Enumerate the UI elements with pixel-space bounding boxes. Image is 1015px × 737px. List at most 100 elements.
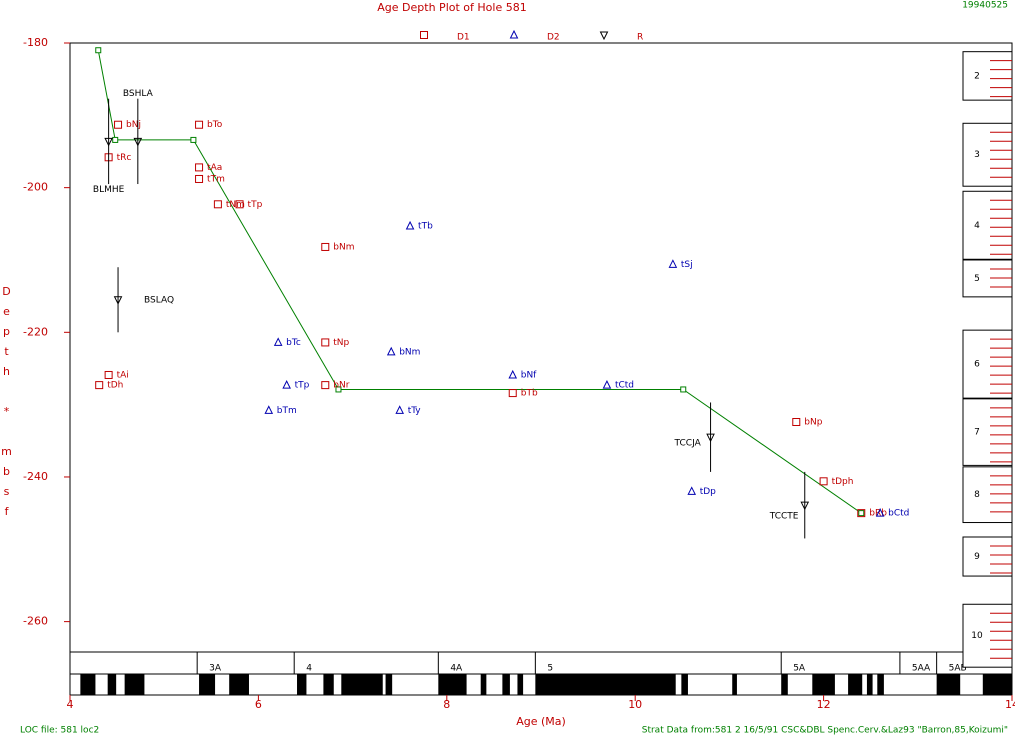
polarity-block (438, 674, 467, 695)
datum-label: tDh (107, 381, 123, 391)
polarity-block (848, 674, 863, 695)
legend-marker (420, 31, 428, 39)
datum-label: bNp (804, 417, 822, 427)
datum-label: bNj (126, 120, 141, 130)
core-label: 4 (974, 221, 980, 231)
datum-marker (602, 379, 612, 389)
polarity-block (124, 674, 145, 695)
x-tick-label: 6 (255, 698, 262, 711)
datum-marker (213, 200, 222, 209)
datum-label: TCCTE (769, 512, 799, 522)
datum-marker (508, 369, 518, 379)
polarity-block (681, 674, 688, 695)
core-box (962, 536, 1013, 577)
core-box (962, 122, 1013, 187)
legend-label: D2 (547, 33, 560, 43)
datum-marker (819, 477, 828, 486)
line-vertex (680, 386, 687, 393)
plot-frame (69, 42, 1013, 696)
datum-label: BSHLA (123, 89, 154, 99)
core-label: 7 (974, 428, 980, 438)
core-box (962, 603, 1013, 668)
core-box (962, 398, 1013, 466)
datum-marker (133, 137, 143, 147)
datum-label: bNm (333, 242, 354, 252)
datum-marker (668, 259, 678, 268)
x-axis-label: Age (Ma) (516, 715, 566, 728)
x-tick-label: 10 (628, 698, 642, 711)
datum-label: tNm (226, 200, 245, 210)
y-tick-label: -220 (23, 325, 48, 338)
polarity-block (199, 674, 216, 695)
datum-label: tAa (207, 163, 222, 173)
datum-marker (405, 220, 415, 230)
correlation-line (97, 50, 862, 514)
polarity-block (229, 674, 249, 695)
datum-marker (395, 405, 405, 414)
datum-marker (321, 242, 330, 251)
datum-marker (114, 120, 123, 129)
polarity-block (982, 674, 1012, 695)
core-box (962, 51, 1013, 101)
chron-label: 5A (793, 664, 806, 674)
core-label: 10 (971, 631, 983, 641)
datum-marker (508, 389, 517, 398)
polarity-block (936, 674, 961, 695)
datum-label: bNf (521, 370, 537, 380)
datum-marker (195, 120, 204, 129)
polarity-block (297, 674, 307, 695)
polarity-block (341, 674, 383, 695)
datum-marker (857, 509, 866, 518)
datum-marker (706, 433, 715, 443)
datum-marker (687, 486, 697, 495)
datum-marker (95, 381, 104, 390)
datum-label: BLMHE (93, 185, 125, 195)
polarity-block (517, 674, 524, 695)
datum-label: tRc (117, 153, 132, 163)
datum-marker (195, 174, 204, 183)
y-tick-label: -260 (23, 615, 48, 628)
polarity-block (502, 674, 510, 695)
chron-label: 4 (306, 664, 312, 674)
polarity-block (732, 674, 737, 695)
polarity-block (80, 674, 96, 695)
datum-label: tTm (207, 174, 225, 184)
polarity-block (535, 674, 676, 695)
core-label: 3 (974, 150, 980, 160)
datum-marker (273, 337, 283, 346)
polarity-block (323, 674, 334, 695)
legend-label: R (637, 33, 643, 43)
chron-label: 5 (547, 664, 553, 674)
polarity-block (107, 674, 117, 695)
datum-label: bTc (286, 338, 301, 348)
polarity-block (480, 674, 487, 695)
datum-label: bTo (207, 120, 223, 130)
line-vertex (335, 386, 342, 393)
legend-marker (599, 31, 609, 41)
datum-marker (282, 379, 291, 389)
datum-marker (321, 381, 330, 390)
datum-marker (321, 338, 330, 347)
polarity-block (812, 674, 835, 695)
datum-marker (104, 370, 113, 379)
datum-label: bTb (521, 389, 538, 399)
line-vertex (190, 136, 197, 143)
core-box (962, 190, 1013, 260)
datum-label: TCCJA (674, 439, 702, 449)
datum-label: tNp (333, 338, 349, 348)
datum-marker (386, 346, 396, 356)
datum-label: bNr (333, 381, 349, 391)
datum-marker (792, 417, 801, 426)
chron-label: 4A (450, 664, 463, 674)
legend-label: D1 (457, 33, 470, 43)
chart-title: Age Depth Plot of Hole 581 (377, 1, 526, 14)
chron-label: 5AA (912, 664, 931, 674)
datum-marker (800, 501, 810, 511)
x-tick-label: 8 (443, 698, 450, 711)
datum-label: tSj (681, 260, 693, 270)
datum-label: tDp (700, 487, 716, 497)
polarity-block (866, 674, 873, 695)
chron-label: 3A (209, 664, 222, 674)
datum-label: tTy (408, 406, 422, 416)
datum-marker (875, 508, 885, 517)
